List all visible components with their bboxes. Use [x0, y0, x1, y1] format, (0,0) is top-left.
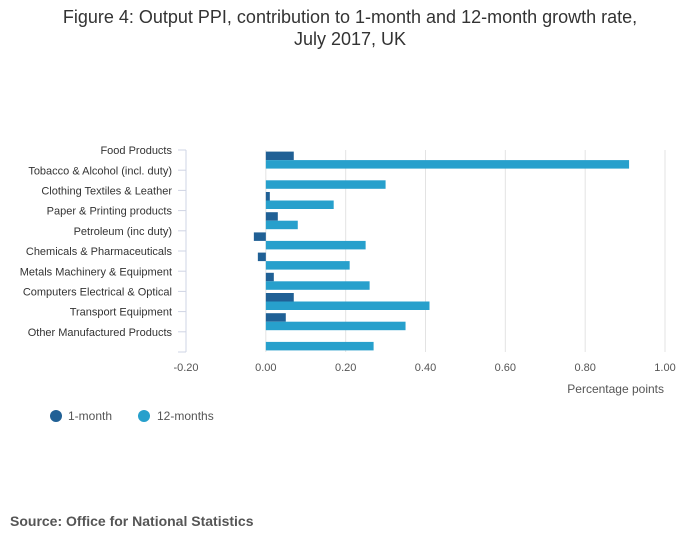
bar-1-month — [265, 151, 294, 161]
category-label: Paper & Printing products — [47, 206, 173, 218]
bar-12-months — [265, 240, 366, 250]
x-tick-label: 0.00 — [255, 362, 276, 374]
bar-1-month — [253, 232, 266, 241]
bar-12-months — [265, 281, 370, 290]
x-tick-label: 1.00 — [654, 362, 675, 374]
x-tick-label: 0.80 — [574, 362, 595, 374]
category-label: Clothing Textiles & Leather — [41, 186, 172, 198]
category-label: Tobacco & Alcohol (incl. duty) — [28, 165, 172, 177]
chart-title-line-1: Figure 4: Output PPI, contribution to 1-… — [62, 7, 638, 27]
category-label: Metals Machinery & Equipment — [20, 266, 172, 278]
x-tick-label: 0.60 — [495, 362, 516, 374]
legend-marker-12-months — [138, 410, 150, 422]
bar-1-month — [257, 252, 266, 262]
x-tick-label: 0.20 — [335, 362, 356, 374]
bar-12-months — [265, 180, 386, 189]
legend-marker-1-month — [50, 410, 62, 422]
bar-1-month — [265, 293, 294, 302]
source-note: Source: Office for National Statistics — [10, 513, 254, 529]
category-label: Food Products — [100, 145, 172, 157]
bar-1-month — [265, 313, 286, 322]
bar-12-months — [265, 341, 374, 351]
bar-1-month — [265, 212, 278, 221]
bar-12-months — [265, 220, 298, 230]
x-tick-label: 0.40 — [415, 362, 436, 374]
bar-1-month — [265, 272, 274, 282]
x-tick-label: -0.20 — [173, 362, 198, 374]
legend-label-1-month: 1-month — [68, 409, 112, 423]
bar-12-months — [265, 261, 350, 270]
bar-12-months — [265, 200, 334, 209]
category-label: Petroleum (inc duty) — [74, 226, 172, 238]
chart-title: Figure 4: Output PPI, contribution to 1-… — [0, 6, 700, 50]
bar-12-months — [265, 160, 630, 169]
chart-title-line-2: July 2017, UK — [293, 29, 407, 49]
bar-1-month — [265, 192, 270, 201]
category-label: Chemicals & Pharmaceuticals — [26, 246, 173, 258]
category-label: Other Manufactured Products — [28, 327, 173, 339]
category-label: Computers Electrical & Optical — [23, 287, 172, 299]
category-label: Transport Equipment — [70, 307, 172, 319]
bar-12-months — [265, 321, 406, 331]
x-axis-title: Percentage points — [567, 382, 664, 396]
legend-label-12-months: 12-months — [157, 409, 214, 423]
bar-12-months — [265, 301, 430, 310]
